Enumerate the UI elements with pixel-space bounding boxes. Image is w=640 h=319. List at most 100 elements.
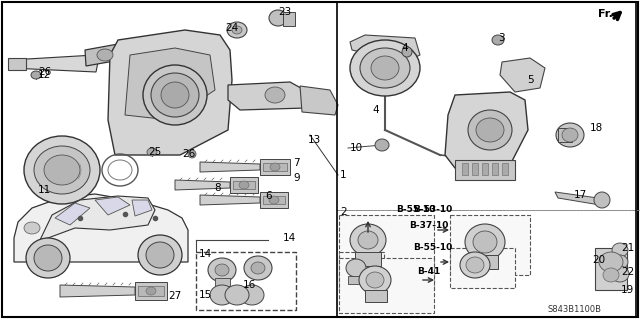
Ellipse shape <box>359 266 391 294</box>
Ellipse shape <box>210 285 234 305</box>
Text: 2: 2 <box>340 207 347 217</box>
Text: B-41: B-41 <box>417 268 440 277</box>
Ellipse shape <box>26 238 70 278</box>
Ellipse shape <box>612 243 628 257</box>
Text: 20: 20 <box>592 255 605 265</box>
Bar <box>472 255 498 269</box>
Polygon shape <box>108 30 232 155</box>
Text: 21: 21 <box>621 243 634 253</box>
Bar <box>365 290 387 302</box>
Ellipse shape <box>265 87 285 103</box>
Polygon shape <box>132 200 152 216</box>
Bar <box>455 160 515 180</box>
Ellipse shape <box>612 255 628 269</box>
Ellipse shape <box>371 56 399 80</box>
Ellipse shape <box>138 235 182 275</box>
Ellipse shape <box>594 192 610 208</box>
Ellipse shape <box>44 155 80 185</box>
Ellipse shape <box>239 181 249 189</box>
Text: 7: 7 <box>293 158 300 168</box>
Text: 25: 25 <box>148 147 161 157</box>
Ellipse shape <box>34 245 62 271</box>
Bar <box>233 181 255 189</box>
Bar <box>260 159 290 175</box>
Text: 23: 23 <box>278 7 291 17</box>
Ellipse shape <box>24 136 100 204</box>
Ellipse shape <box>161 82 189 108</box>
Ellipse shape <box>562 128 578 142</box>
Polygon shape <box>95 197 130 215</box>
Ellipse shape <box>147 148 157 156</box>
Ellipse shape <box>215 264 229 276</box>
Ellipse shape <box>34 146 90 194</box>
Ellipse shape <box>31 71 41 79</box>
Ellipse shape <box>556 123 584 147</box>
Ellipse shape <box>24 222 40 234</box>
Bar <box>502 163 508 175</box>
Text: 10: 10 <box>350 143 363 153</box>
Bar <box>138 286 164 296</box>
Polygon shape <box>125 48 215 120</box>
Bar <box>450 215 530 275</box>
Text: 24: 24 <box>225 23 238 33</box>
Text: 9: 9 <box>293 173 300 183</box>
Text: 14: 14 <box>283 233 296 243</box>
Ellipse shape <box>146 242 174 268</box>
Ellipse shape <box>208 258 236 282</box>
Ellipse shape <box>360 48 410 88</box>
Text: Fr.: Fr. <box>598 9 613 19</box>
Text: 12: 12 <box>38 70 51 80</box>
Polygon shape <box>350 35 420 62</box>
Bar <box>595 248 627 290</box>
Ellipse shape <box>269 196 279 204</box>
Text: 6: 6 <box>265 191 271 201</box>
Text: B-37-10: B-37-10 <box>409 221 449 231</box>
Text: B-55-10: B-55-10 <box>413 243 452 253</box>
Ellipse shape <box>460 252 490 278</box>
Bar <box>260 192 288 208</box>
Bar <box>337 2 636 317</box>
Bar <box>339 252 384 287</box>
Polygon shape <box>40 196 155 240</box>
Ellipse shape <box>97 49 113 61</box>
Ellipse shape <box>269 10 287 26</box>
Ellipse shape <box>227 22 247 38</box>
Ellipse shape <box>468 110 512 150</box>
Polygon shape <box>500 58 545 92</box>
Bar <box>263 196 285 204</box>
Text: 27: 27 <box>168 291 181 301</box>
Polygon shape <box>14 194 188 262</box>
Ellipse shape <box>350 224 386 256</box>
Bar <box>472 163 478 175</box>
Ellipse shape <box>251 262 265 274</box>
Text: 3: 3 <box>498 33 504 43</box>
Text: 19: 19 <box>621 285 634 295</box>
Ellipse shape <box>346 259 366 277</box>
Bar <box>135 282 167 300</box>
Polygon shape <box>228 82 308 110</box>
Ellipse shape <box>611 266 629 282</box>
Bar <box>230 177 258 193</box>
Ellipse shape <box>473 231 497 253</box>
Ellipse shape <box>270 163 280 171</box>
Ellipse shape <box>151 73 199 117</box>
Bar <box>339 215 434 290</box>
Ellipse shape <box>476 118 504 142</box>
Bar <box>215 278 230 286</box>
Polygon shape <box>200 162 260 172</box>
Bar <box>492 163 498 175</box>
Text: S843B1100B: S843B1100B <box>548 306 602 315</box>
Text: 18: 18 <box>590 123 604 133</box>
Ellipse shape <box>599 252 623 272</box>
Text: 26: 26 <box>182 149 195 159</box>
Text: 15: 15 <box>199 290 212 300</box>
Ellipse shape <box>466 257 484 273</box>
Text: 4: 4 <box>401 43 408 53</box>
Polygon shape <box>55 203 90 225</box>
Polygon shape <box>200 195 260 205</box>
Ellipse shape <box>244 256 272 280</box>
Ellipse shape <box>366 272 384 288</box>
Polygon shape <box>10 55 98 72</box>
Ellipse shape <box>188 150 196 158</box>
Bar <box>8 58 26 70</box>
